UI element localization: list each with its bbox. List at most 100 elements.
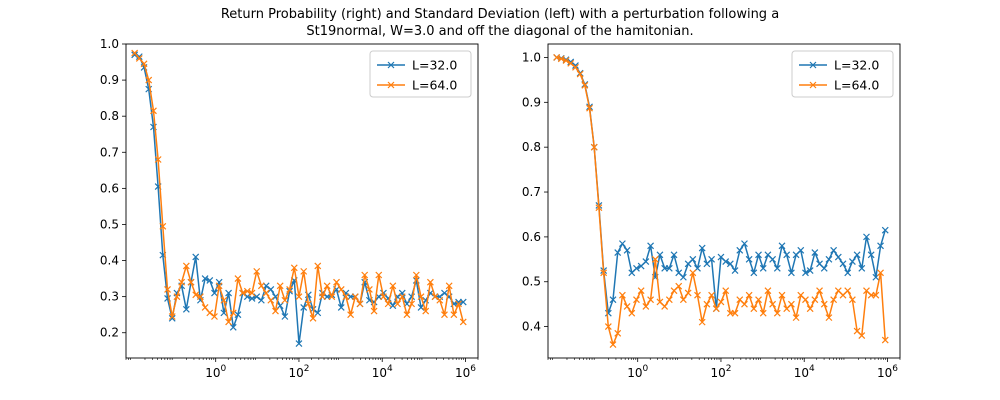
data-point: [206, 276, 214, 284]
data-point: [820, 264, 828, 272]
data-point: [633, 296, 640, 304]
data-point: [389, 282, 397, 290]
data-point: [623, 246, 631, 254]
data-point: [394, 300, 401, 308]
data-point: [773, 264, 781, 272]
data-point: [797, 246, 805, 254]
data-point: [877, 242, 884, 250]
data-point: [778, 242, 786, 250]
data-point: [229, 323, 237, 331]
data-point: [633, 264, 640, 272]
data-point: [408, 300, 416, 308]
data-point: [722, 287, 730, 295]
data-point: [647, 242, 655, 250]
y-tick-label: 0.2: [100, 326, 119, 340]
data-point: [276, 282, 284, 290]
data-point: [445, 282, 453, 290]
data-point: [590, 143, 598, 151]
x-tick-label: 104: [794, 364, 815, 380]
data-point: [684, 289, 692, 297]
data-point: [422, 307, 430, 315]
data-point: [853, 251, 861, 259]
data-point: [234, 311, 242, 319]
y-tick-label: 0.9: [100, 73, 119, 87]
data-point: [618, 291, 626, 299]
data-point: [314, 262, 322, 270]
data-point: [309, 314, 317, 322]
data-point: [651, 255, 659, 263]
y-tick-label: 0.6: [100, 181, 119, 195]
data-point: [848, 258, 856, 265]
data-point: [844, 287, 852, 295]
data-point: [778, 291, 786, 299]
data-point: [365, 286, 373, 293]
chart-panel-2: 100 102 104 1060.40.50.60.70.80.91.0L=32.0L…: [522, 43, 901, 380]
data-point: [436, 296, 444, 304]
data-point: [712, 305, 720, 313]
data-point: [243, 287, 251, 295]
data-point: [764, 287, 772, 295]
data-point: [614, 249, 622, 257]
data-point: [403, 311, 411, 319]
data-point: [459, 318, 467, 326]
x-tick-label: 100: [205, 364, 226, 380]
data-point: [736, 246, 744, 254]
data-point: [820, 300, 828, 308]
y-tick-label: 0.5: [100, 217, 119, 231]
data-point: [243, 293, 251, 301]
data-point: [300, 304, 308, 311]
data-point: [380, 293, 387, 301]
data-point: [196, 293, 204, 301]
data-point: [628, 309, 636, 317]
data-point: [135, 53, 143, 61]
figure-title: Return Probability (right) and Standard …: [0, 6, 1000, 40]
data-point: [201, 275, 209, 283]
data-point: [642, 258, 650, 265]
data-point: [844, 269, 852, 277]
data-point: [398, 293, 406, 301]
data-point: [792, 314, 800, 322]
data-point: [665, 264, 673, 272]
data-point: [881, 336, 889, 344]
data-point: [168, 313, 176, 320]
legend-label: L=64.0: [834, 78, 879, 93]
x-tick-label: 104: [372, 364, 393, 380]
data-point: [769, 300, 777, 308]
data-point: [412, 271, 420, 279]
data-point: [281, 313, 289, 320]
y-tick-label: 1.0: [522, 50, 541, 64]
data-point: [215, 282, 223, 290]
data-point: [234, 275, 242, 283]
data-point: [182, 305, 190, 313]
data-point: [257, 282, 265, 290]
data-point: [787, 269, 795, 277]
data-point: [877, 269, 884, 277]
data-point: [253, 267, 261, 275]
data-point: [304, 300, 312, 308]
data-point: [347, 311, 355, 319]
data-point: [811, 249, 819, 257]
data-point: [337, 304, 345, 311]
data-point: [567, 58, 575, 66]
x-tick-label: 106: [455, 364, 476, 380]
data-point: [755, 296, 762, 304]
data-point: [225, 318, 233, 326]
series-L=64.0: [131, 49, 467, 326]
data-point: [722, 258, 730, 265]
data-point: [295, 340, 303, 347]
data-point: [178, 278, 186, 286]
data-point: [783, 251, 791, 259]
x-tick-label: 102: [288, 364, 309, 380]
data-point: [731, 309, 739, 317]
data-point: [637, 287, 645, 295]
data-point: [867, 251, 875, 259]
data-point: [135, 55, 143, 62]
data-point: [647, 296, 655, 304]
data-point: [881, 226, 889, 234]
data-point: [323, 282, 331, 290]
data-point: [173, 293, 181, 301]
data-point: [600, 269, 608, 277]
data-point: [375, 271, 383, 279]
data-point: [417, 293, 425, 301]
series-line: [134, 54, 464, 345]
